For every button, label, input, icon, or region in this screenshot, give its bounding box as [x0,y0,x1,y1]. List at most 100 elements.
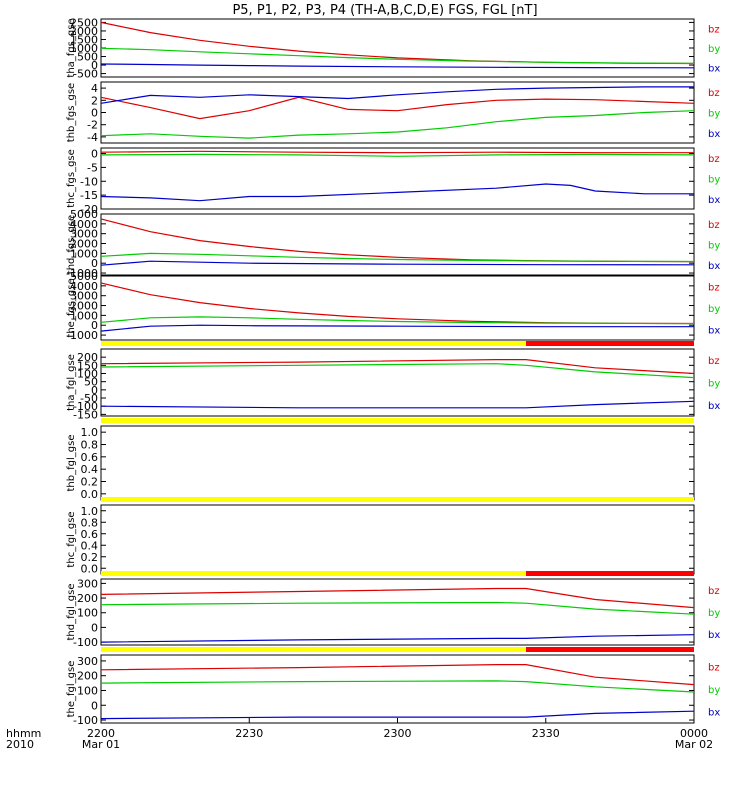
y-tick-label: 2500 [70,16,98,29]
y-tick-label: 0.8 [81,516,99,529]
legend-by: by [708,304,720,315]
series-line-bx [100,63,695,69]
series-line-bx [100,634,695,643]
y-tick-label: 100 [77,607,98,620]
flag-bar-segment [101,647,526,652]
y-tick-label: -100 [73,400,98,413]
y-tick-label: 0 [91,319,98,332]
legend-bx: bx [708,261,720,272]
y-tick-label: 0.4 [81,539,99,552]
legend-bx: bx [708,195,720,206]
series-line-by [100,47,695,64]
series-line-bz [100,587,695,609]
y-tick-label: 2 [91,94,98,107]
y-tick-label: 1000 [70,309,98,322]
panel-frame [100,578,695,646]
y-tick-label: 1.0 [81,505,99,518]
flag-bars-group [101,341,694,652]
series-line-bx [100,710,695,720]
series-line-bx [100,260,695,266]
legend-bx: bx [708,63,720,74]
flag-bar-segment [525,341,694,346]
panel-frame [100,425,695,501]
y-tick-label: 1500 [70,33,98,46]
series-line-by [100,316,695,325]
series-line-by [100,680,695,693]
y-tick-label: 0 [91,59,98,72]
flag-bar-segment [101,341,526,346]
y-tick-label: -10 [80,175,98,188]
y-tick-label: -1000 [66,267,98,280]
series-line-by [100,601,695,615]
y-tick-label: 300 [77,577,98,590]
legend-bz: bz [708,25,720,36]
y-tick-label: 0 [91,384,98,397]
y-tick-label: 2000 [70,238,98,251]
legend-bx: bx [708,708,720,719]
y-tick-label: 200 [77,592,98,605]
y-tick-label: 0.2 [81,551,99,564]
y-tick-label: -20 [80,203,98,216]
panel-2: -20-15-10-50 thc_fgs_gse bz by bx [66,147,720,216]
series-line-by [100,153,695,157]
x-tick-sublabel: Mar 01 [82,738,120,751]
panel-frame [100,18,695,78]
panel-frame [100,504,695,575]
panel-7: 0.00.20.40.60.81.0 thc_fgl_gse [66,504,695,575]
y-tick-label: 300 [77,655,98,668]
panel-frame [100,81,695,144]
y-tick-label: 0.2 [81,476,99,489]
x-tick-sublabel: Mar 02 [675,738,713,751]
y-tick-label: 100 [77,684,98,697]
y-tick-label: 3000 [70,228,98,241]
legend-bx: bx [708,401,720,412]
legend-by: by [708,44,720,55]
series-line-bx [100,324,694,332]
y-tick-label: 0 [91,107,98,120]
series-line-bz [100,96,695,120]
y-tick-label: 500 [77,51,98,64]
y-tick-label: -5 [87,161,98,174]
x-axis-left-label: hhmm [6,727,41,740]
panel-frame [100,213,695,276]
x-tick-label: 2230 [235,727,263,740]
y-axis-label: the_fgs_gse [66,278,77,337]
legend-by: by [708,241,720,252]
legend-bz: bz [708,88,720,99]
legend-bx: bx [708,129,720,140]
panel-frame [100,275,695,341]
legend-by: by [708,608,720,619]
chart-title: P5, P1, P2, P3, P4 (TH-A,B,C,D,E) FGS, F… [232,3,537,18]
series-line-by [100,363,695,379]
y-tick-label: 4000 [70,218,98,231]
legend-bz: bz [708,662,720,673]
y-axis-label: thd_fgl_gse [66,584,77,641]
legend-by: by [708,109,720,120]
panel-frame [100,147,695,210]
y-tick-label: 0 [91,699,98,712]
y-tick-label: 0 [91,148,98,161]
legend-bz: bz [708,154,720,165]
y-axis-label: tha_fgs_gse [66,18,77,77]
series-line-bz [100,663,695,686]
y-tick-label: 1000 [70,42,98,55]
y-tick-label: -100 [73,714,98,727]
flag-bar-segment [101,418,694,423]
y-tick-label: 2000 [70,300,98,313]
y-tick-label: 0.0 [81,488,99,501]
series-line-bz [100,21,695,65]
y-tick-label: 0.4 [81,463,99,476]
y-axis-label: the_fgl_gse [66,661,77,718]
flag-bar-segment [525,647,694,652]
x-tick-label: 2200 [87,727,115,740]
y-axis-label: thb_fgl_gse [66,435,77,492]
y-tick-label: -500 [73,68,98,81]
y-tick-label: 1000 [70,247,98,260]
series-line-bx [100,400,695,409]
y-tick-label: 0.6 [81,528,99,541]
